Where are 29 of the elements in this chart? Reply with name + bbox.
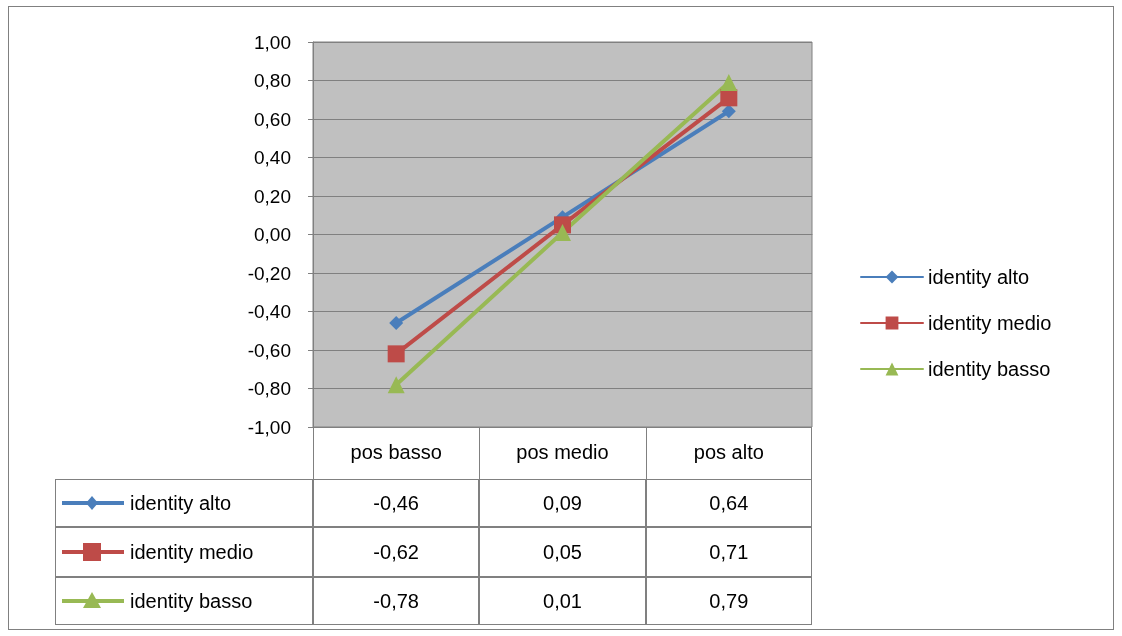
y-tick-label: -0,40 — [247, 301, 291, 322]
legend-label: identity basso — [928, 358, 1051, 380]
y-tick-label: 0,40 — [254, 147, 291, 168]
data-label: 0,09 — [543, 491, 582, 515]
data-label: 0,79 — [709, 589, 749, 613]
text: identity medio — [130, 540, 254, 563]
text: identity basso — [130, 589, 253, 612]
data-label: -0,78 — [373, 589, 419, 613]
y-tick-label: 0,80 — [254, 70, 291, 91]
y-tick-label: -0,20 — [247, 262, 291, 284]
data-label: 0,64 — [709, 491, 749, 515]
y-tick-label: -0,60 — [247, 339, 291, 361]
y-tick-label: 0,00 — [254, 224, 291, 245]
x-tick-label: pos medio — [516, 441, 609, 463]
legend-label: identity medio — [928, 312, 1052, 334]
y-tick-label: -1,00 — [247, 416, 291, 438]
y-tick-label: 1,00 — [254, 31, 291, 53]
y-tick-label: 0,60 — [254, 108, 291, 130]
x-tick-label: pos alto — [693, 441, 764, 463]
y-tick-label: -0,80 — [247, 378, 291, 399]
data-label: 0,71 — [709, 540, 749, 564]
data-label: 0,01 — [543, 589, 582, 613]
x-tick-label: pos basso — [350, 441, 442, 463]
data-label: 0,05 — [543, 540, 582, 564]
text: identity alto — [130, 491, 232, 514]
data-label: -0,46 — [373, 491, 419, 515]
legend-label: identity alto — [928, 266, 1030, 288]
y-tick-label: 0,20 — [254, 185, 291, 207]
data-label: -0,62 — [373, 540, 419, 564]
